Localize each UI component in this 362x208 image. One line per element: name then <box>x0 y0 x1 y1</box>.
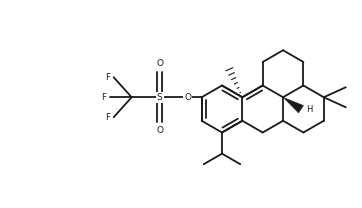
Text: O: O <box>156 59 163 68</box>
Text: F: F <box>101 93 106 102</box>
Polygon shape <box>283 97 304 113</box>
Text: O: O <box>184 93 191 102</box>
Text: F: F <box>105 73 110 82</box>
Text: S: S <box>157 93 163 102</box>
Text: O: O <box>156 126 163 135</box>
Text: F: F <box>105 113 110 122</box>
Text: H: H <box>306 105 312 114</box>
